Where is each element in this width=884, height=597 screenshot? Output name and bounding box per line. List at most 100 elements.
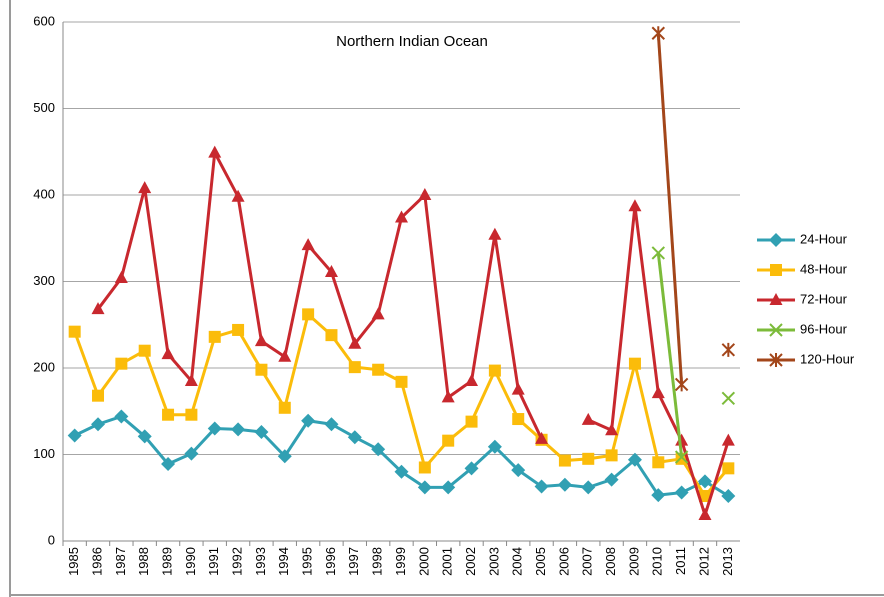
- point: [301, 238, 315, 251]
- point: [208, 145, 222, 158]
- y-tick-label: 200: [33, 359, 55, 374]
- point: [721, 342, 736, 357]
- point: [698, 490, 711, 503]
- point: [302, 308, 315, 321]
- point: [627, 452, 642, 467]
- point: [674, 485, 689, 500]
- y-tick-label: 500: [33, 100, 55, 115]
- x-tick-label: 1986: [89, 547, 104, 576]
- point: [395, 375, 408, 388]
- x-tick-label: 1987: [113, 547, 128, 576]
- point: [372, 363, 385, 376]
- point: [418, 461, 431, 474]
- x-tick-label: 2011: [673, 547, 688, 575]
- point: [68, 325, 81, 338]
- x-tick-label: 1999: [393, 547, 408, 576]
- point: [442, 434, 455, 447]
- x-tick-label: 1990: [183, 547, 198, 576]
- point: [674, 377, 689, 392]
- point: [534, 479, 549, 494]
- point: [441, 390, 455, 403]
- point: [605, 423, 619, 436]
- point: [465, 415, 478, 428]
- x-tick-label: 1994: [276, 547, 291, 576]
- x-tick-label: 1988: [136, 547, 151, 576]
- point: [487, 439, 502, 454]
- x-tick-label: 1995: [300, 547, 315, 576]
- point: [675, 433, 689, 446]
- x-tick-label: 2002: [463, 547, 478, 576]
- point: [604, 472, 619, 487]
- point: [91, 417, 106, 432]
- chart-title: Northern Indian Ocean: [336, 33, 488, 50]
- point: [651, 386, 665, 399]
- x-tick-label: 2010: [650, 547, 665, 576]
- y-tick-label: 400: [33, 186, 55, 201]
- x-tick-label: 2005: [533, 547, 548, 576]
- point: [347, 430, 362, 445]
- legend-label: 120-Hour: [800, 351, 855, 366]
- legend-label: 72-Hour: [800, 291, 848, 306]
- x-tick-label: 1989: [159, 547, 174, 576]
- point: [184, 446, 199, 461]
- point: [441, 480, 456, 495]
- point: [254, 425, 269, 440]
- legend-marker: [769, 233, 783, 247]
- x-tick-label: 2004: [510, 547, 525, 576]
- y-tick-label: 0: [48, 532, 55, 547]
- legend-marker: [769, 353, 783, 367]
- point: [185, 408, 198, 421]
- x-tick-label: 2008: [603, 547, 618, 576]
- point: [162, 408, 175, 421]
- point: [697, 474, 712, 489]
- point: [114, 409, 129, 424]
- point: [651, 488, 666, 503]
- point: [558, 454, 571, 467]
- point: [721, 489, 736, 504]
- point: [464, 461, 479, 476]
- x-tick-label: 1993: [253, 547, 268, 576]
- point: [721, 391, 736, 405]
- point: [418, 188, 432, 200]
- legend-label: 24-Hour: [800, 231, 848, 246]
- point: [605, 449, 618, 462]
- point: [138, 181, 152, 194]
- point: [324, 264, 338, 277]
- point: [675, 452, 688, 465]
- point: [581, 480, 596, 495]
- point: [651, 26, 666, 41]
- x-tick-label: 2006: [556, 547, 571, 576]
- point: [348, 361, 361, 374]
- x-tick-label: 2001: [440, 547, 455, 576]
- point: [395, 210, 408, 223]
- point: [278, 349, 292, 362]
- legend-marker: [769, 323, 783, 337]
- point: [511, 382, 525, 395]
- point: [582, 452, 595, 465]
- legend-label: 48-Hour: [800, 261, 848, 276]
- point: [184, 373, 198, 386]
- point: [115, 357, 128, 370]
- point: [628, 357, 641, 370]
- point: [208, 330, 221, 343]
- series-line: [74, 414, 730, 498]
- legend-marker: [769, 293, 783, 305]
- x-tick-label: 1992: [230, 547, 245, 576]
- x-tick-label: 2003: [486, 547, 501, 576]
- point: [255, 363, 268, 376]
- point: [92, 389, 105, 402]
- point: [371, 307, 385, 320]
- point: [581, 412, 595, 425]
- point: [231, 189, 245, 202]
- point: [138, 344, 151, 357]
- x-tick-label: 2012: [696, 547, 711, 576]
- point: [652, 456, 665, 469]
- point: [535, 431, 549, 444]
- point: [114, 271, 128, 284]
- legend-marker: [770, 264, 782, 276]
- point: [348, 336, 362, 349]
- point: [325, 329, 338, 342]
- point: [254, 334, 268, 347]
- point: [161, 347, 175, 360]
- y-tick-label: 600: [33, 13, 55, 28]
